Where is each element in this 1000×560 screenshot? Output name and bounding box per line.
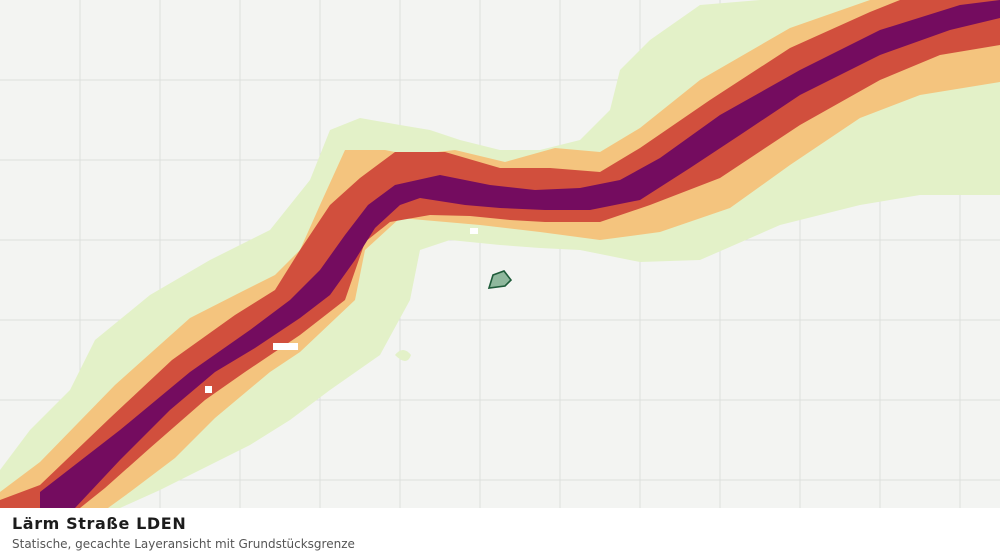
data-gap bbox=[273, 343, 298, 350]
parcel-boundary-polygon[interactable] bbox=[487, 270, 513, 289]
map-canvas[interactable] bbox=[0, 0, 1000, 508]
layer-caption: Lärm Straße LDEN Statische, gecachte Lay… bbox=[0, 508, 1000, 560]
data-gap bbox=[205, 386, 212, 393]
layer-subtitle: Statische, gecachte Layeransicht mit Gru… bbox=[12, 537, 355, 551]
data-gap bbox=[470, 228, 478, 234]
layer-title: Lärm Straße LDEN bbox=[12, 514, 187, 533]
map-view[interactable] bbox=[0, 0, 1000, 508]
